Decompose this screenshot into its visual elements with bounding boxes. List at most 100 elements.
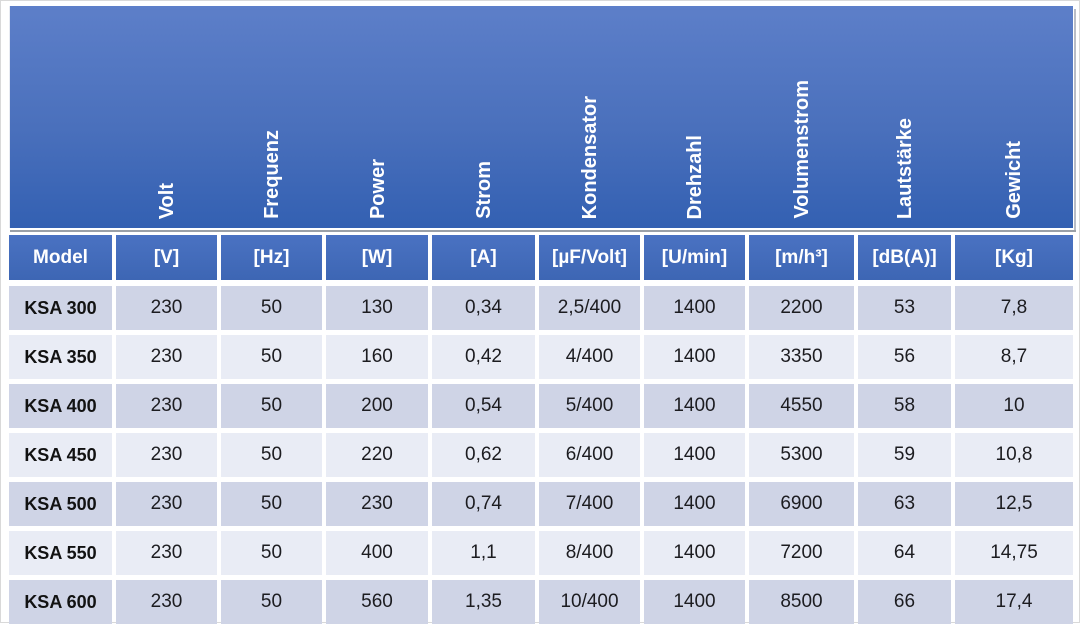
value-cell: 0,62 (432, 433, 535, 477)
value-cell: 50 (221, 433, 322, 477)
rotated-header-drehzahl: Drehzahl (684, 134, 706, 219)
value-cell: 400 (326, 531, 428, 575)
model-cell: KSA 550 (9, 531, 112, 575)
value-cell: 5/400 (539, 384, 640, 428)
value-cell: 17,4 (955, 580, 1073, 624)
value-cell: 8500 (749, 580, 854, 624)
value-cell: 50 (221, 335, 322, 379)
unit-header-dba: [dB(A)] (858, 235, 951, 280)
value-cell: 230 (116, 482, 217, 526)
value-cell: 12,5 (955, 482, 1073, 526)
value-cell: 7/400 (539, 482, 640, 526)
table-row: KSA 350 230 50 160 0,42 4/400 1400 3350 … (9, 335, 1073, 379)
rotated-header-frequenz: Frequenz (261, 130, 283, 219)
value-cell: 50 (221, 286, 322, 330)
value-cell: 4/400 (539, 335, 640, 379)
value-cell: 230 (116, 580, 217, 624)
value-cell: 1400 (644, 433, 745, 477)
banner-spacer-model (10, 6, 113, 228)
value-cell: 0,34 (432, 286, 535, 330)
rotated-header-lautstaerke: Lautstärke (894, 117, 916, 219)
value-cell: 66 (858, 580, 951, 624)
unit-header-v: [V] (116, 235, 217, 280)
table-body: KSA 300 230 50 130 0,34 2,5/400 1400 220… (9, 286, 1073, 624)
units-header-row: Model [V] [Hz] [W] [A] [µF/Volt] [U/min]… (9, 235, 1073, 280)
unit-header-u-min: [U/min] (644, 235, 745, 280)
unit-header-w: [W] (326, 235, 428, 280)
value-cell: 0,54 (432, 384, 535, 428)
value-cell: 0,42 (432, 335, 535, 379)
value-cell: 58 (858, 384, 951, 428)
value-cell: 53 (858, 286, 951, 330)
table-row: KSA 600 230 50 560 1,35 10/400 1400 8500… (9, 580, 1073, 624)
value-cell: 64 (858, 531, 951, 575)
model-cell: KSA 450 (9, 433, 112, 477)
value-cell: 10,8 (955, 433, 1073, 477)
model-cell: KSA 400 (9, 384, 112, 428)
value-cell: 1400 (644, 286, 745, 330)
value-cell: 8/400 (539, 531, 640, 575)
model-cell: KSA 500 (9, 482, 112, 526)
value-cell: 7,8 (955, 286, 1073, 330)
banner-cell-kondensator: Kondensator (540, 6, 641, 228)
unit-header-kg: [Kg] (955, 235, 1073, 280)
rotated-header-volt: Volt (156, 182, 178, 219)
model-cell: KSA 300 (9, 286, 112, 330)
banner-cell-drehzahl: Drehzahl (645, 6, 746, 228)
value-cell: 200 (326, 384, 428, 428)
banner-cell-gewicht: Gewicht (956, 6, 1073, 228)
banner-cell-strom: Strom (433, 6, 536, 228)
rotated-header-volumenstrom: Volumenstrom (791, 80, 813, 219)
value-cell: 6/400 (539, 433, 640, 477)
value-cell: 0,74 (432, 482, 535, 526)
banner-cell-power: Power (327, 6, 429, 228)
value-cell: 4550 (749, 384, 854, 428)
value-cell: 59 (858, 433, 951, 477)
value-cell: 50 (221, 482, 322, 526)
value-cell: 130 (326, 286, 428, 330)
value-cell: 230 (116, 384, 217, 428)
value-cell: 14,75 (955, 531, 1073, 575)
value-cell: 50 (221, 580, 322, 624)
value-cell: 1400 (644, 531, 745, 575)
value-cell: 230 (116, 531, 217, 575)
banner-cell-volt: Volt (117, 6, 218, 228)
value-cell: 56 (858, 335, 951, 379)
table-row: KSA 500 230 50 230 0,74 7/400 1400 6900 … (9, 482, 1073, 526)
value-cell: 2,5/400 (539, 286, 640, 330)
model-cell: KSA 600 (9, 580, 112, 624)
spec-table: Volt Frequenz Power Strom Kondensator Dr… (9, 6, 1076, 624)
value-cell: 160 (326, 335, 428, 379)
value-cell: 7200 (749, 531, 854, 575)
value-cell: 10 (955, 384, 1073, 428)
unit-header-hz: [Hz] (221, 235, 322, 280)
model-cell: KSA 350 (9, 335, 112, 379)
rotated-header-banner: Volt Frequenz Power Strom Kondensator Dr… (9, 6, 1076, 232)
unit-header-m-h3: [m/h³] (749, 235, 854, 280)
rotated-header-power: Power (366, 158, 389, 219)
value-cell: 10/400 (539, 580, 640, 624)
value-cell: 2200 (749, 286, 854, 330)
unit-header-model: Model (9, 235, 112, 280)
value-cell: 230 (116, 433, 217, 477)
unit-header-a: [A] (432, 235, 535, 280)
value-cell: 560 (326, 580, 428, 624)
value-cell: 1400 (644, 335, 745, 379)
value-cell: 5300 (749, 433, 854, 477)
banner-cell-frequenz: Frequenz (222, 6, 323, 228)
table-row: KSA 400 230 50 200 0,54 5/400 1400 4550 … (9, 384, 1073, 428)
value-cell: 230 (116, 335, 217, 379)
value-cell: 63 (858, 482, 951, 526)
unit-header-uf-volt: [µF/Volt] (539, 235, 640, 280)
value-cell: 50 (221, 531, 322, 575)
value-cell: 3350 (749, 335, 854, 379)
value-cell: 1400 (644, 580, 745, 624)
rotated-header-strom: Strom (473, 161, 495, 219)
value-cell: 220 (326, 433, 428, 477)
value-cell: 1400 (644, 384, 745, 428)
table-row: KSA 450 230 50 220 0,62 6/400 1400 5300 … (9, 433, 1073, 477)
value-cell: 50 (221, 384, 322, 428)
value-cell: 6900 (749, 482, 854, 526)
rotated-header-kondensator: Kondensator (579, 95, 601, 219)
banner-cell-lautstaerke: Lautstärke (859, 6, 952, 228)
